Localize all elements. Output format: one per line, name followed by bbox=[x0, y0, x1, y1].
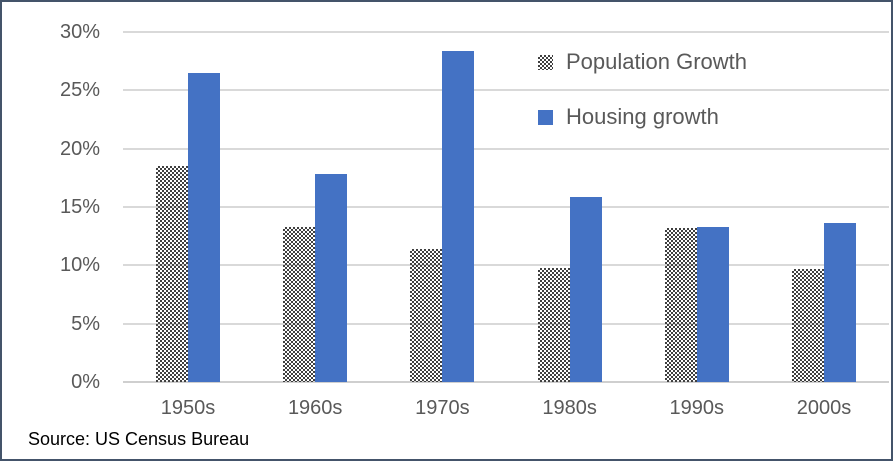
bar-housing-2000s bbox=[824, 223, 856, 382]
y-axis-tick-label: 15% bbox=[59, 196, 100, 218]
x-axis-category-label: 1990s bbox=[669, 397, 725, 419]
y-axis-tick-label: 20% bbox=[59, 137, 100, 160]
legend-item-housing-growth: Housing growth bbox=[538, 103, 719, 131]
gridline bbox=[123, 89, 889, 92]
legend-label: Housing growth bbox=[566, 104, 719, 129]
bar-population-1990s bbox=[664, 228, 697, 382]
bar-population-2000s bbox=[792, 268, 824, 382]
y-axis-tick-label: 0% bbox=[71, 371, 100, 393]
bar-population-1980s bbox=[537, 267, 570, 382]
bar-housing-1970s bbox=[442, 50, 475, 382]
y-axis-tick-label: 5% bbox=[71, 312, 100, 335]
x-axis-category-label: 1950s bbox=[160, 397, 216, 419]
legend-swatch-housing bbox=[538, 109, 553, 125]
gridline bbox=[123, 206, 889, 208]
legend-item-population-growth: Population Growth bbox=[538, 48, 747, 76]
y-axis-tick-label: 30% bbox=[59, 21, 100, 43]
gridline bbox=[123, 264, 889, 267]
legend-label: Population Growth bbox=[566, 49, 747, 74]
bar-population-1960s bbox=[283, 226, 316, 382]
y-axis-tick-label: 10% bbox=[59, 254, 100, 277]
x-axis-line bbox=[123, 381, 889, 383]
gridline bbox=[123, 147, 889, 150]
source-note: Source: US Census Bureau bbox=[28, 429, 250, 449]
bar-housing-1980s bbox=[569, 196, 602, 382]
x-axis-category-label: 1960s bbox=[287, 397, 343, 419]
gridline bbox=[123, 322, 889, 325]
y-axis-tick-label: 25% bbox=[59, 79, 100, 102]
bar-housing-1990s bbox=[696, 226, 729, 382]
gridline bbox=[123, 31, 889, 33]
bar-population-1970s bbox=[410, 249, 443, 382]
x-axis-category-label: 2000s bbox=[796, 397, 852, 419]
x-axis-category-label: 1970s bbox=[415, 397, 470, 419]
bar-population-1950s bbox=[156, 166, 188, 382]
bar-housing-1960s bbox=[315, 174, 348, 382]
bar-housing-1950s bbox=[188, 72, 220, 382]
legend-swatch-population bbox=[538, 54, 553, 70]
x-axis-category-label: 1980s bbox=[542, 397, 597, 419]
